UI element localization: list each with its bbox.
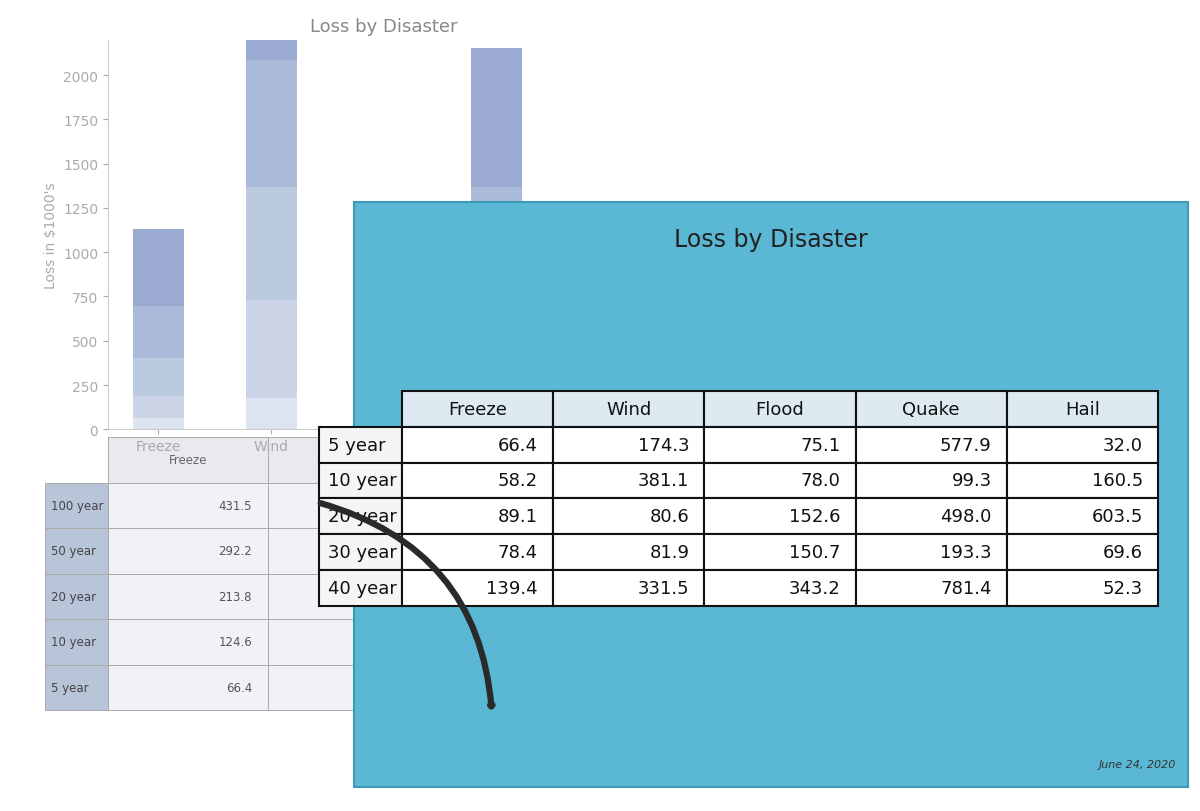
- Bar: [246, 188, 296, 301]
- Bar: [584, 268, 635, 277]
- Title: Loss by Disaster: Loss by Disaster: [311, 18, 457, 36]
- Bar: [584, 424, 635, 430]
- Y-axis label: Loss in $1000's: Loss in $1000's: [43, 182, 58, 289]
- Bar: [133, 418, 184, 430]
- Bar: [472, 49, 522, 187]
- Bar: [359, 375, 409, 403]
- Bar: [133, 307, 184, 358]
- Bar: [359, 349, 409, 375]
- Bar: [472, 187, 522, 222]
- Bar: [472, 328, 522, 430]
- Bar: [133, 230, 184, 307]
- Bar: [584, 289, 635, 396]
- Bar: [359, 289, 409, 349]
- Bar: [133, 396, 184, 418]
- Bar: [246, 0, 296, 61]
- Text: June 24, 2020: June 24, 2020: [1099, 759, 1176, 769]
- Bar: [133, 358, 184, 396]
- Bar: [584, 396, 635, 424]
- Bar: [246, 61, 296, 188]
- Bar: [246, 399, 296, 430]
- Bar: [359, 417, 409, 430]
- Bar: [472, 310, 522, 328]
- Bar: [472, 222, 522, 310]
- Bar: [246, 301, 296, 399]
- Bar: [584, 277, 635, 289]
- Text: Loss by Disaster: Loss by Disaster: [674, 227, 868, 251]
- Bar: [359, 403, 409, 417]
